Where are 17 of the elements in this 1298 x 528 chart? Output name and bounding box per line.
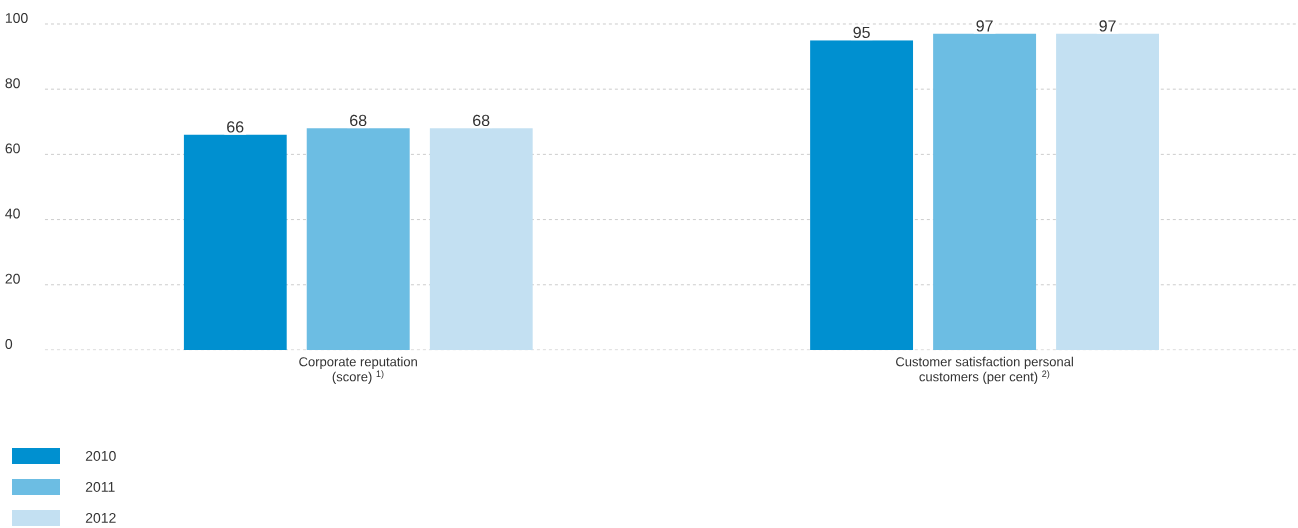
y-tick-label: 80	[5, 78, 20, 89]
data-label: 97	[976, 20, 993, 32]
y-tick-label: 100	[5, 13, 28, 23]
legend-label: 2012	[85, 512, 116, 523]
y-tick-label: 20	[5, 273, 20, 284]
data-label: 68	[350, 114, 367, 127]
x-tick-label: Customer satisfaction personal customers (per cent) $^{2)}$	[896, 356, 1073, 384]
y-tick-label: 60	[5, 143, 20, 154]
data-label: 66	[227, 121, 244, 133]
data-label: 97	[1099, 20, 1116, 32]
legend-label: 2010	[85, 451, 116, 461]
y-tick-label: 0	[5, 339, 13, 349]
x-tick-label: Corporate reputation (score) $^{1)}$	[299, 356, 417, 384]
data-label: 68	[473, 114, 490, 127]
legend-label: 2011	[85, 481, 115, 492]
y-tick-label: 40	[5, 208, 20, 219]
data-label: 95	[853, 26, 870, 39]
